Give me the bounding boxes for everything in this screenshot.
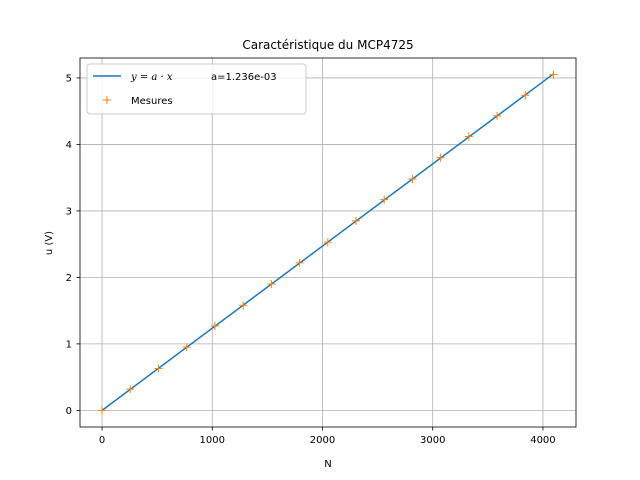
data-point-marker xyxy=(493,111,502,120)
x-tick-label: 3000 xyxy=(420,435,445,446)
chart-title: Caractéristique du MCP4725 xyxy=(242,38,413,52)
data-point-marker xyxy=(351,216,360,225)
y-tick-label: 2 xyxy=(66,273,72,284)
legend-box xyxy=(86,63,307,115)
data-point-marker xyxy=(239,301,248,310)
data-point-marker xyxy=(380,195,389,204)
y-axis-label: u (V) xyxy=(44,231,55,255)
data-point-marker xyxy=(436,153,445,162)
y-tick-label: 4 xyxy=(66,140,72,151)
legend: y = a · x a=1.236e-03 Mesures xyxy=(86,63,307,115)
y-tick-label: 5 xyxy=(66,73,72,84)
data-point-marker xyxy=(98,406,107,415)
data-point-marker xyxy=(464,132,473,141)
plot-area: 0 1000 2000 3000 4000 0 1 2 3 4 5 xyxy=(66,57,577,446)
data-point-marker xyxy=(126,385,135,394)
legend-line-math: y = a · x xyxy=(130,72,173,83)
y-tick-label: 1 xyxy=(66,339,72,350)
legend-scatter-label: Mesures xyxy=(131,96,173,107)
x-tick-label: 1000 xyxy=(200,435,225,446)
data-point-marker xyxy=(521,91,530,100)
legend-line-param: a=1.236e-03 xyxy=(211,72,277,83)
data-point-marker xyxy=(408,175,417,184)
legend-scatter-swatch xyxy=(103,96,111,104)
data-point-marker xyxy=(323,238,332,247)
y-tick-label: 0 xyxy=(66,406,72,417)
x-tick-label: 2000 xyxy=(310,435,335,446)
axes-frame xyxy=(79,57,577,428)
data-point-marker xyxy=(549,70,558,79)
x-axis-label: N xyxy=(324,459,331,470)
data-point-marker xyxy=(210,321,219,330)
data-point-marker xyxy=(295,258,304,267)
data-point-marker xyxy=(267,280,276,289)
y-tick-label: 3 xyxy=(66,206,72,217)
x-tick-label: 4000 xyxy=(530,435,555,446)
data-point-marker xyxy=(182,343,191,352)
data-point-marker xyxy=(154,364,163,373)
x-tick-label: 0 xyxy=(99,435,105,446)
